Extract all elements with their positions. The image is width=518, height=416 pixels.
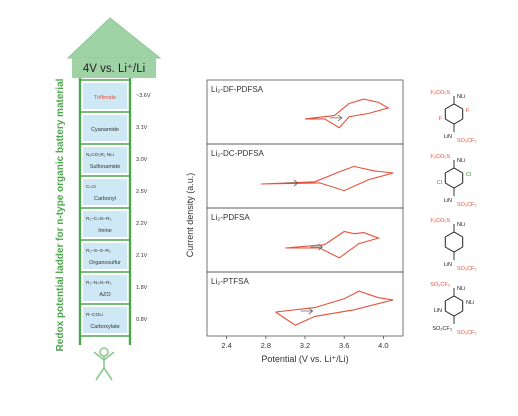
structure-label: LiN <box>444 198 452 204</box>
cv-curve <box>304 98 390 129</box>
structure-label: F₃CO₂S <box>430 154 450 160</box>
ladder-rung-name: Carbonyl <box>94 196 116 202</box>
benzene-ring <box>444 231 464 253</box>
structure-label: F <box>439 116 443 122</box>
ladder-rung-box <box>83 115 127 141</box>
x-axis-ticks: 2.4 2.8 3.2 3.6 4.0 <box>221 336 389 350</box>
ladder-rung-name: Triflimide <box>94 95 116 101</box>
ladder-rung-potential: 3.0V <box>136 157 148 163</box>
ladder-rung-chem: C=O <box>86 184 96 190</box>
ladder-title: 4V vs. Li⁺/Li <box>83 63 145 75</box>
cv-panel-label: Li₂-DC-PDFSA <box>211 149 265 158</box>
ladder-rung-name: Sulfonamide <box>90 164 121 170</box>
structure-label: Cl <box>437 180 442 186</box>
ladder-rung-potential: ~3.6V <box>136 93 151 99</box>
cv-chart: Current density (a.u.) Potential (V vs. … <box>185 79 404 364</box>
scan-direction-arrow <box>310 243 324 251</box>
benzene-ring <box>444 167 464 189</box>
ladder-rung-chem: R–COLi <box>86 312 103 318</box>
ladder-rung-potential: 2.5V <box>136 189 148 195</box>
x-tick-label: 2.8 <box>261 341 271 350</box>
structure-label: SO₂CF₃ <box>457 138 477 144</box>
ladder-rung-potential: 0.8V <box>136 317 148 323</box>
cv-panel-label: Li₂-DF-PDFSA <box>211 85 264 94</box>
ladder-rung-chem: N₂CO₂R₁ NLi <box>86 152 114 158</box>
cv-curve <box>275 290 394 326</box>
structure-label: LiN <box>434 308 442 314</box>
ladder-rung-box <box>83 147 127 173</box>
structure-label: LiN <box>444 262 452 268</box>
cv-panel-label: Li₂-PDFSA <box>211 213 250 222</box>
structure-label: LiN <box>444 134 452 140</box>
ladder-rung-box <box>83 179 127 205</box>
ladder-rung-chem: R₁–N=N–R₂ <box>86 280 112 286</box>
structure-label: F₃CO₂S <box>430 218 450 224</box>
structure-label: SO₂CF₃ <box>457 202 477 208</box>
ladder-side-label: Redox potential ladder for n-type organi… <box>55 78 66 351</box>
ladder-arrow-head <box>66 17 162 59</box>
ladder-rung-name: Cyanamide <box>91 127 119 133</box>
cv-panel-label: Li₂-PTFSA <box>211 277 249 286</box>
scan-direction-arrow <box>330 114 343 122</box>
x-tick-label: 4.0 <box>378 341 388 350</box>
ladder-rung-potential: 2.2V <box>136 221 148 227</box>
structure-label: Cl <box>466 172 471 178</box>
structure-label: F₃CO₂S <box>430 90 450 96</box>
ladder-rung-potential: 2.1V <box>136 253 148 259</box>
scan-direction-arrow <box>300 307 314 315</box>
cv-curve <box>285 230 381 259</box>
x-tick-label: 2.4 <box>221 341 231 350</box>
ladder-rung-potential: 3.1V <box>136 125 148 131</box>
ladder-rung-name: Organosulfur <box>89 260 121 266</box>
climber-icon <box>93 347 115 381</box>
ladder-rung-box <box>83 83 127 109</box>
ladder-title-box <box>72 58 156 78</box>
structure-label: NLi <box>466 300 474 306</box>
chart-xlabel: Potential (V vs. Li⁺/Li) <box>261 354 348 364</box>
scan-direction-arrow <box>285 179 299 187</box>
ladder-rung-name: Carboxylate <box>90 324 119 330</box>
benzene-ring <box>444 103 464 125</box>
structure-df-pdfsa: F₃CO₂S NLi F F LiN SO₂CF₃ <box>430 90 476 144</box>
ladder-rung-box <box>83 307 127 333</box>
ladder-rungs: Triflimide ~3.6V Cyanamide 3.1V N₂CO₂R₁ NLi S… <box>80 79 151 337</box>
structure-pdfsa: F₃CO₂S NLi LiN SO₂CF₃ <box>430 218 476 272</box>
ladder-rung-box <box>83 275 127 301</box>
ladder-rung-potential: 1.8V <box>136 285 148 291</box>
cv-curve <box>260 165 394 192</box>
x-tick-label: 3.6 <box>339 341 349 350</box>
ladder-rung-box <box>83 243 127 269</box>
structure-label: NLi <box>457 94 465 100</box>
benzene-ring <box>444 295 464 317</box>
structure-label: F <box>466 108 470 114</box>
structure-label: SO₂CF₃ <box>432 326 452 332</box>
chart-ylabel: Current density (a.u.) <box>185 173 195 258</box>
x-tick-label: 3.2 <box>300 341 310 350</box>
structure-label: SO₂CF₃ <box>457 266 477 272</box>
structure-label: NLi <box>457 222 465 228</box>
cv-panels: Li₂-DF-PDFSA Li₂-DC-PDFSA Li₂-PDFSA Li₂-PTF… <box>206 79 404 337</box>
structure-dc-pdfsa: F₃CO₂S NLi Cl Cl LiN SO₂CF₃ <box>430 154 476 208</box>
structure-ptfsa: SO₂CF₃ NLi LiN NLi SO₂CF₃ SO₂CF₃ <box>430 282 476 336</box>
structure-label: SO₂CF₃ <box>457 330 477 336</box>
ladder: 4V vs. Li⁺/Li Triflimide ~3.6V Cyanamide 3.… <box>55 17 162 381</box>
ladder-rung-box <box>83 211 127 237</box>
ladder-rung-name: AZO <box>99 292 111 298</box>
ladder-rung-chem: R₁–C=N–R₂ <box>86 216 112 222</box>
structures: F₃CO₂SNLiFFLiNSO₂CF₃F₃CO₂SNLiClClLiNSO₂C… <box>430 90 476 336</box>
structure-label: SO₂CF₃ <box>430 282 450 288</box>
structure-label: NLi <box>457 286 465 292</box>
ladder-rung-chem: R₁–S–S–R₂ <box>86 248 111 254</box>
ladder-rung-name: Imine <box>98 228 111 234</box>
structure-label: NLi <box>457 158 465 164</box>
